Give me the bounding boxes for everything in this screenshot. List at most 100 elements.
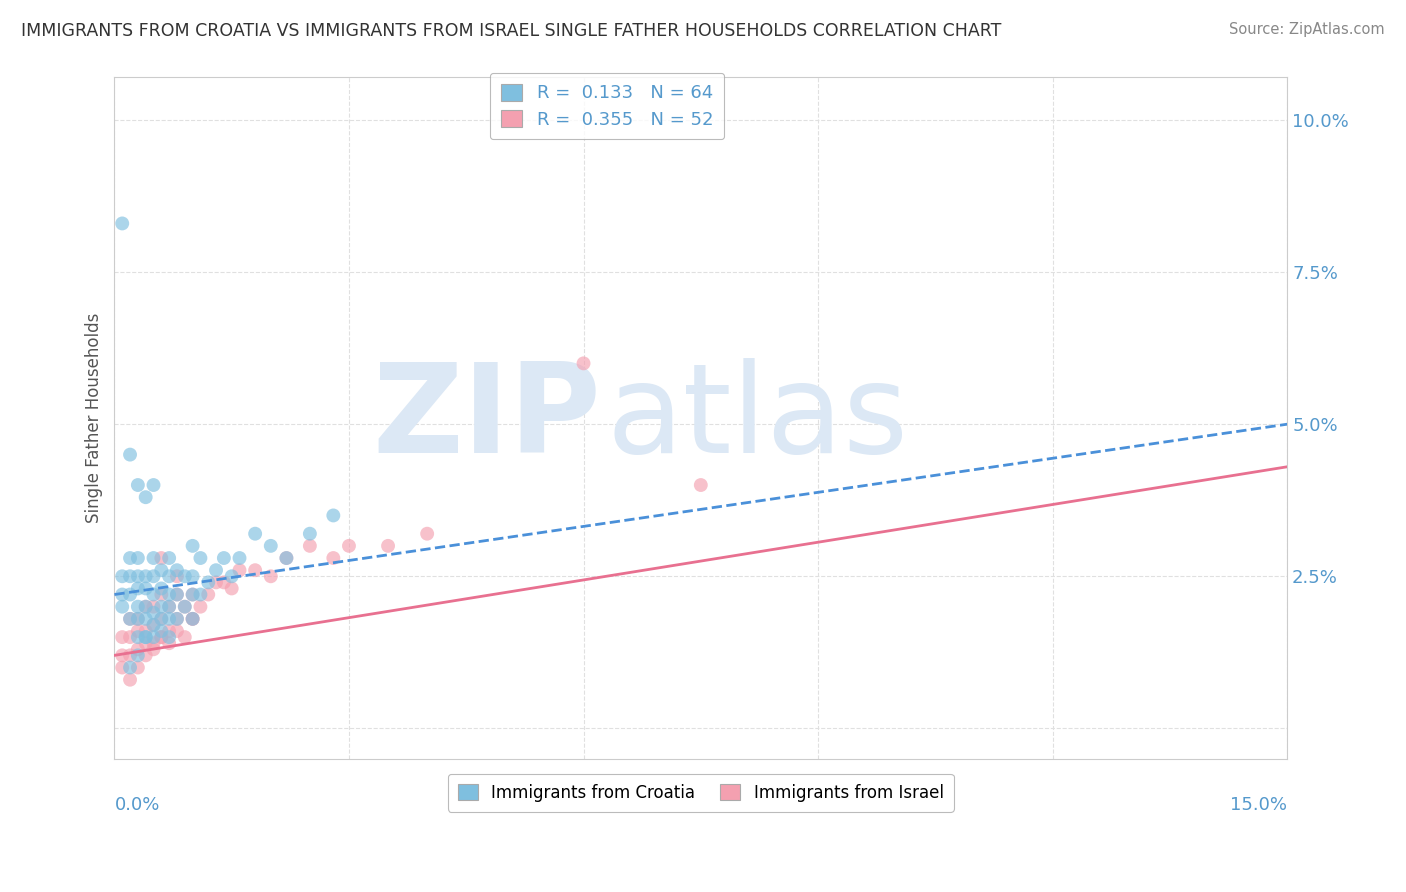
Point — [166, 588, 188, 602]
Point — [221, 569, 243, 583]
Point — [212, 551, 235, 566]
Point — [118, 660, 141, 674]
Point — [142, 636, 165, 650]
Point — [150, 612, 173, 626]
Point — [150, 612, 173, 626]
Point — [181, 612, 204, 626]
Point — [181, 569, 204, 583]
Point — [228, 563, 250, 577]
Point — [298, 539, 321, 553]
Point — [221, 582, 243, 596]
Point — [118, 612, 141, 626]
Point — [166, 563, 188, 577]
Text: 15.0%: 15.0% — [1230, 797, 1288, 814]
Point — [181, 539, 204, 553]
Point — [150, 551, 173, 566]
Point — [135, 636, 157, 650]
Point — [127, 642, 149, 657]
Point — [157, 569, 180, 583]
Point — [111, 599, 134, 614]
Point — [111, 216, 134, 230]
Point — [135, 630, 157, 644]
Point — [190, 551, 212, 566]
Point — [111, 630, 134, 644]
Point — [166, 612, 188, 626]
Point — [135, 490, 157, 504]
Point — [181, 612, 204, 626]
Point — [142, 478, 165, 492]
Point — [135, 599, 157, 614]
Point — [150, 563, 173, 577]
Point — [689, 478, 711, 492]
Point — [127, 648, 149, 663]
Point — [135, 648, 157, 663]
Point — [127, 660, 149, 674]
Point — [173, 599, 195, 614]
Point — [157, 612, 180, 626]
Point — [157, 599, 180, 614]
Y-axis label: Single Father Households: Single Father Households — [86, 313, 103, 524]
Point — [166, 612, 188, 626]
Point — [142, 551, 165, 566]
Point — [337, 539, 360, 553]
Point — [118, 569, 141, 583]
Point — [118, 612, 141, 626]
Point — [181, 588, 204, 602]
Point — [166, 624, 188, 638]
Point — [142, 630, 165, 644]
Point — [135, 624, 157, 638]
Point — [157, 588, 180, 602]
Point — [118, 673, 141, 687]
Point — [111, 588, 134, 602]
Point — [150, 582, 173, 596]
Point — [298, 526, 321, 541]
Point — [150, 588, 173, 602]
Point — [127, 551, 149, 566]
Point — [173, 599, 195, 614]
Point — [127, 630, 149, 644]
Point — [173, 569, 195, 583]
Point — [322, 508, 344, 523]
Point — [205, 563, 228, 577]
Point — [118, 551, 141, 566]
Point — [166, 569, 188, 583]
Point — [142, 618, 165, 632]
Text: atlas: atlas — [607, 358, 910, 479]
Point — [276, 551, 298, 566]
Point — [118, 648, 141, 663]
Text: Source: ZipAtlas.com: Source: ZipAtlas.com — [1229, 22, 1385, 37]
Point — [243, 563, 266, 577]
Point — [228, 551, 250, 566]
Point — [142, 569, 165, 583]
Point — [111, 660, 134, 674]
Point — [322, 551, 344, 566]
Point — [118, 448, 141, 462]
Point — [150, 630, 173, 644]
Point — [135, 582, 157, 596]
Point — [166, 588, 188, 602]
Point — [157, 599, 180, 614]
Point — [142, 588, 165, 602]
Point — [135, 599, 157, 614]
Text: 0.0%: 0.0% — [114, 797, 160, 814]
Point — [190, 599, 212, 614]
Point — [260, 539, 283, 553]
Point — [127, 599, 149, 614]
Point — [127, 612, 149, 626]
Point — [197, 575, 219, 590]
Point — [190, 588, 212, 602]
Point — [127, 612, 149, 626]
Point — [276, 551, 298, 566]
Point — [377, 539, 399, 553]
Point — [212, 575, 235, 590]
Point — [181, 612, 204, 626]
Point — [150, 599, 173, 614]
Point — [135, 612, 157, 626]
Point — [127, 478, 149, 492]
Point — [135, 569, 157, 583]
Point — [142, 618, 165, 632]
Point — [142, 599, 165, 614]
Point — [157, 630, 180, 644]
Point — [118, 588, 141, 602]
Point — [157, 624, 180, 638]
